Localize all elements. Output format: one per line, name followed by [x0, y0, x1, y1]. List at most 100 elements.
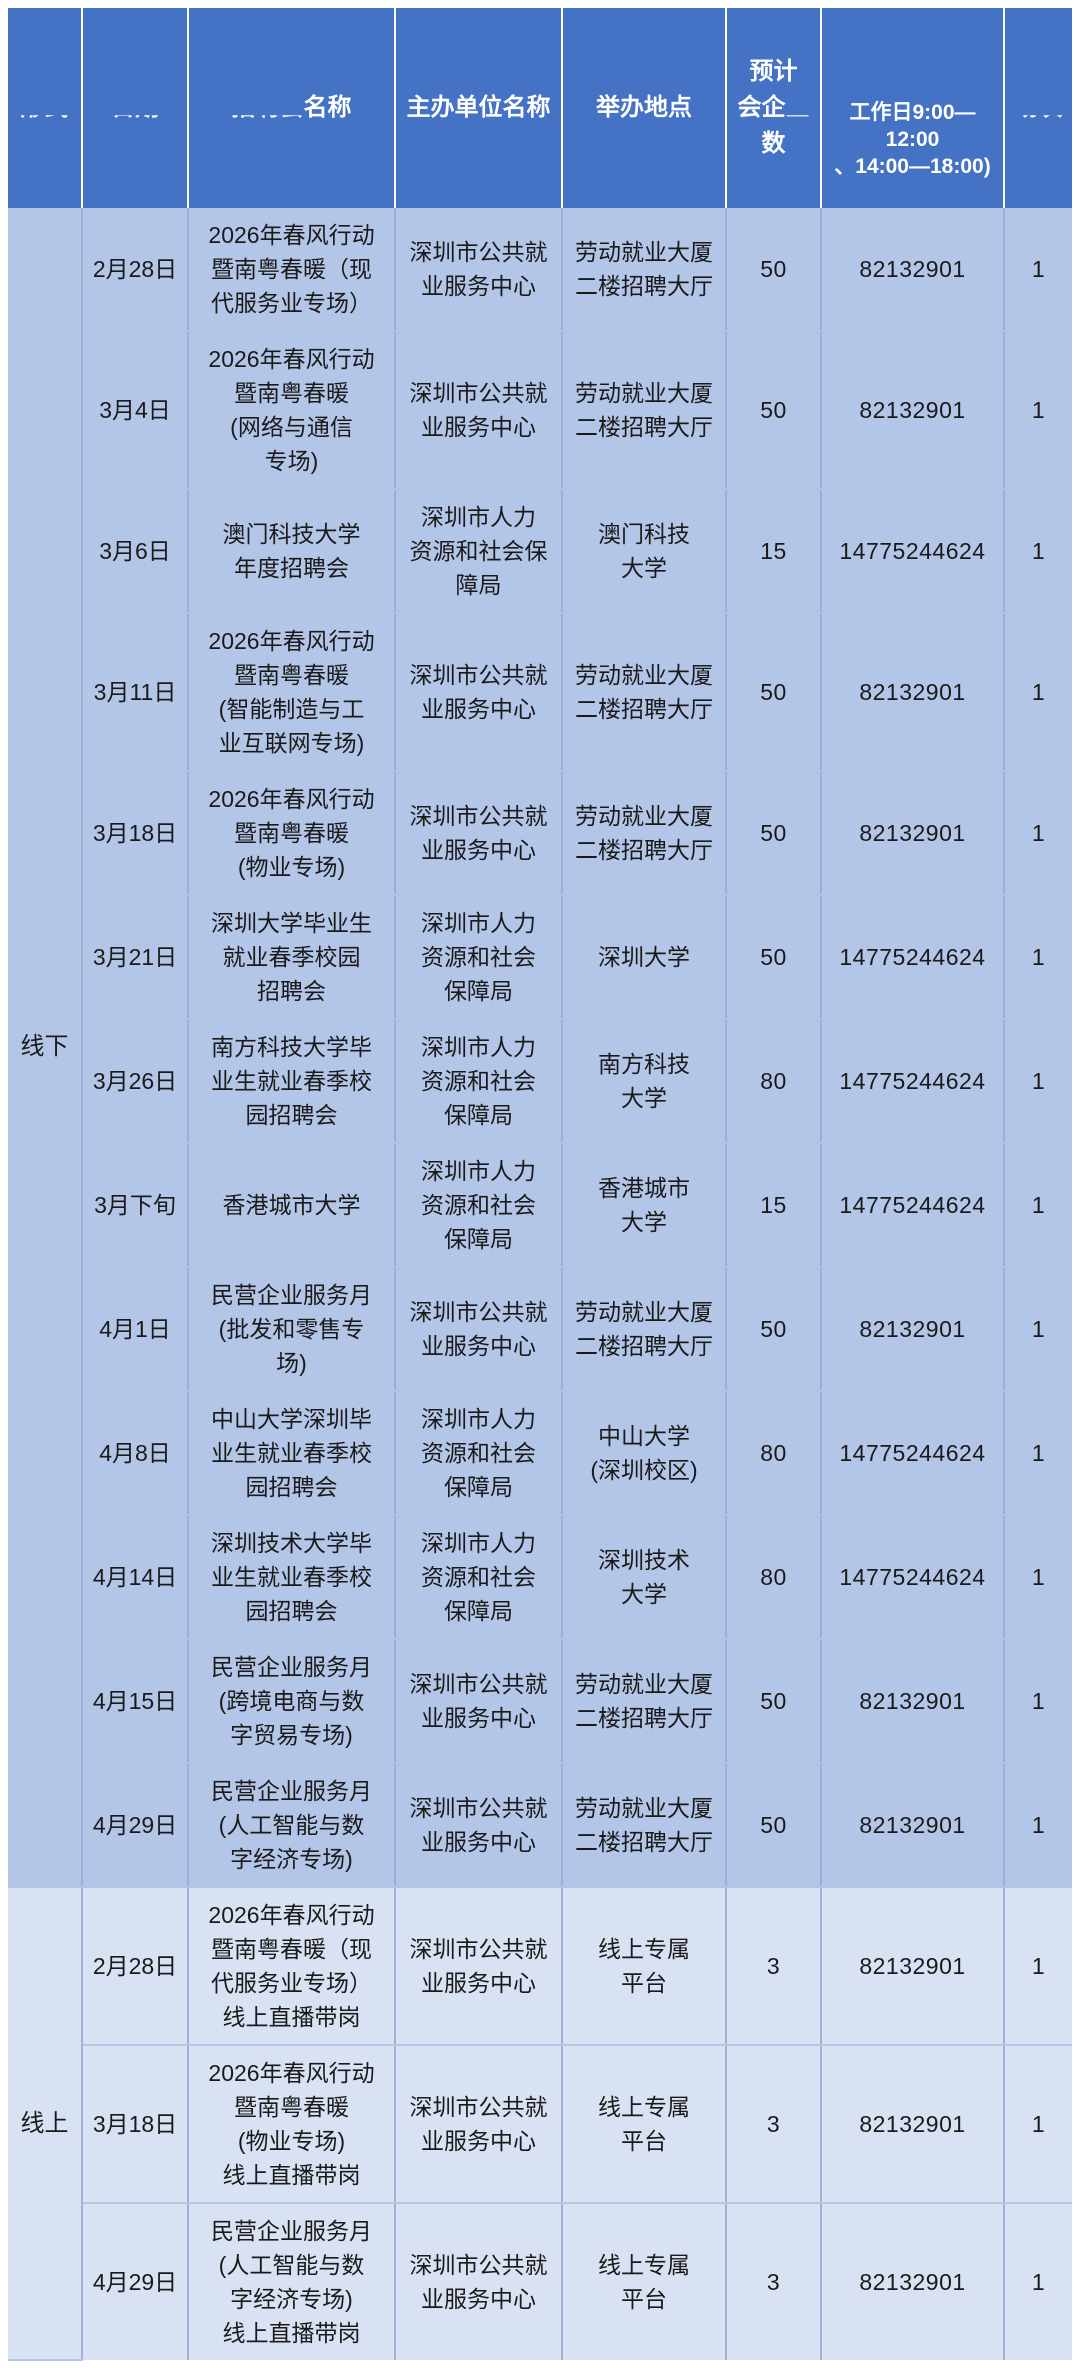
cell-sessions: 1: [1004, 1887, 1072, 2046]
cell-venue: 劳动就业大厦 二楼招聘大厅: [562, 331, 727, 490]
cell-phone: 14775244624: [821, 489, 1005, 614]
cell-fair-name: 民营企业服务月 (跨境电商与数 字贸易专场): [188, 1639, 396, 1764]
cell-expected-companies: 15: [726, 489, 822, 614]
header-sessions-label: 场次: [1014, 94, 1063, 121]
header-cell-venue: 举办地点: [562, 8, 727, 208]
cell-date: 3月6日: [82, 489, 189, 614]
cell-organizer: 深圳市公共就 业服务中心: [395, 208, 563, 332]
cell-organizer: 深圳市人力 资源和社会 保障局: [395, 1019, 563, 1144]
cell-fair-name: 2026年春风行动 暨南粤春暖 (物业专场) 线上直播带岗: [188, 2045, 396, 2204]
header-cell-phone: 工作日9:00—12:00 、14:00—18:00): [821, 8, 1005, 208]
table-row: 4月14日 深圳技术大学毕 业生就业春季校 园招聘会 深圳市人力 资源和社会 保障局…: [8, 1515, 1072, 1640]
cell-date: 4月14日: [82, 1515, 189, 1640]
cell-sessions: 1: [1004, 1143, 1072, 1268]
cell-date: 3月下旬: [82, 1143, 189, 1268]
table-row: 3月18日 2026年春风行动 暨南粤春暖 (物业专场) 深圳市公共就 业服务中心劳…: [8, 771, 1072, 896]
cell-sessions: 1: [1004, 1019, 1072, 1144]
cell-phone: 82132901: [821, 613, 1005, 772]
cell-sessions: 1: [1004, 1267, 1072, 1392]
cell-expected-companies: 80: [726, 1391, 822, 1516]
cell-date: 3月11日: [82, 613, 189, 772]
table-row: 3月26日 南方科技大学毕 业生就业春季校 园招聘会 深圳市人力 资源和社会 保障局…: [8, 1019, 1072, 1144]
cell-date: 3月21日: [82, 895, 189, 1020]
cell-sessions: 1: [1004, 1763, 1072, 1888]
cell-phone: 82132901: [821, 1639, 1005, 1764]
cell-expected-companies: 50: [726, 1763, 822, 1888]
header-organizer-label: 主办单位名称: [406, 94, 551, 121]
cell-date: 4月29日: [82, 2203, 189, 2360]
cell-fair-name: 中山大学深圳毕 业生就业春季校 园招聘会: [188, 1391, 396, 1516]
table-row: 3月18日 2026年春风行动 暨南粤春暖 (物业专场) 线上直播带岗 深圳市公共就…: [8, 2045, 1072, 2204]
cell-venue: 劳动就业大厦 二楼招聘大厅: [562, 1267, 727, 1392]
cell-expected-companies: 50: [726, 771, 822, 896]
table-row: 线下 2月28日 2026年春风行动 暨南粤春暖（现 代服务业专场） 深圳市公共就 业…: [8, 208, 1072, 1888]
cell-fair-name: 民营企业服务月 (批发和零售专 场): [188, 1267, 396, 1392]
cell-venue: 劳动就业大厦 二楼招聘大厅: [562, 613, 727, 772]
header-phone-line1: 工作日9:00—12:00: [849, 101, 976, 151]
cell-phone: 14775244624: [821, 1515, 1005, 1640]
cell-venue: 南方科技 大学: [562, 1019, 727, 1144]
header-cell-expected-companies: 预计 会企业 数: [726, 8, 822, 208]
cell-fair-name: 2026年春风行动 暨南粤春暖 (智能制造与工 业互联网专场): [188, 613, 396, 772]
cell-fair-name: 香港城市大学: [188, 1143, 396, 1268]
cell-fair-name: 南方科技大学毕 业生就业春季校 园招聘会: [188, 1019, 396, 1144]
cell-organizer: 深圳市公共就 业服务中心: [395, 1639, 563, 1764]
cell-organizer: 深圳市人力 资源和社会 保障局: [395, 895, 563, 1020]
cell-date: 2月28日: [82, 208, 189, 332]
form-group-cell: 线下: [8, 208, 83, 1888]
header-venue-label: 举办地点: [596, 94, 692, 121]
cell-date: 4月29日: [82, 1763, 189, 1888]
cell-venue: 线上专属 平台: [562, 1887, 727, 2046]
cell-expected-companies: 3: [726, 2203, 822, 2360]
cell-sessions: 1: [1004, 1515, 1072, 1640]
cell-sessions: 1: [1004, 895, 1072, 1020]
cell-venue: 澳门科技 大学: [562, 489, 727, 614]
cell-date: 4月15日: [82, 1639, 189, 1764]
cell-fair-name: 2026年春风行动 暨南粤春暖 (网络与通信 专场): [188, 331, 396, 490]
cell-sessions: 1: [1004, 331, 1072, 490]
cell-venue: 劳动就业大厦 二楼招聘大厅: [562, 771, 727, 896]
cell-expected-companies: 50: [726, 208, 822, 332]
cell-expected-companies: 50: [726, 331, 822, 490]
table-row: 3月4日 2026年春风行动 暨南粤春暖 (网络与通信 专场) 深圳市公共就 业服务…: [8, 331, 1072, 490]
cell-organizer: 深圳市公共就 业服务中心: [395, 331, 563, 490]
cell-organizer: 深圳市公共就 业服务中心: [395, 1887, 563, 2046]
table-row: 4月29日 民营企业服务月 (人工智能与数 字经济专场) 深圳市公共就 业服务中心劳…: [8, 1763, 1072, 1888]
cell-phone: 14775244624: [821, 1019, 1005, 1144]
cell-date: 2月28日: [82, 1887, 189, 2046]
header-cell-form: 形式: [8, 8, 83, 208]
cell-venue: 线上专属 平台: [562, 2045, 727, 2204]
header-cell-sessions: 场次: [1004, 8, 1072, 208]
header-cell-fair-name: 招聘会名称: [188, 8, 396, 208]
cell-organizer: 深圳市公共就 业服务中心: [395, 1763, 563, 1888]
cell-date: 4月1日: [82, 1267, 189, 1392]
header-row: 形式 日期 招聘会名称 主办单位名称 举办地点 预计 会企业 数 工作日9:00…: [8, 8, 1072, 208]
job-fair-schedule-table: 形式 日期 招聘会名称 主办单位名称 举办地点 预计 会企业 数 工作日9:00…: [8, 8, 1072, 2361]
cell-organizer: 深圳市公共就 业服务中心: [395, 2203, 563, 2360]
table-row: 3月6日 澳门科技大学 年度招聘会 深圳市人力 资源和社会保 障局 澳门科技 大学 15…: [8, 489, 1072, 614]
cell-fair-name: 民营企业服务月 (人工智能与数 字经济专场) 线上直播带岗: [188, 2203, 396, 2360]
cell-fair-name: 2026年春风行动 暨南粤春暖（现 代服务业专场） 线上直播带岗: [188, 1887, 396, 2046]
table-header: 形式 日期 招聘会名称 主办单位名称 举办地点 预计 会企业 数 工作日9:00…: [8, 8, 1072, 208]
cell-phone: 82132901: [821, 1267, 1005, 1392]
table-body: 线下 2月28日 2026年春风行动 暨南粤春暖（现 代服务业专场） 深圳市公共就 业…: [8, 208, 1072, 2361]
cell-date: 3月18日: [82, 771, 189, 896]
cell-date: 3月4日: [82, 331, 189, 490]
cell-phone: 14775244624: [821, 1391, 1005, 1516]
cell-venue: 劳动就业大厦 二楼招聘大厅: [562, 208, 727, 332]
cell-venue: 劳动就业大厦 二楼招聘大厅: [562, 1763, 727, 1888]
cell-phone: 82132901: [821, 2203, 1005, 2360]
header-form-label: 形式: [20, 94, 69, 121]
cell-expected-companies: 80: [726, 1019, 822, 1144]
header-expected-line2: 会企业: [737, 94, 810, 121]
cell-fair-name: 深圳技术大学毕 业生就业春季校 园招聘会: [188, 1515, 396, 1640]
cell-phone: 82132901: [821, 331, 1005, 490]
cell-phone: 14775244624: [821, 1143, 1005, 1268]
cell-organizer: 深圳市人力 资源和社会 保障局: [395, 1391, 563, 1516]
cell-expected-companies: 3: [726, 1887, 822, 2046]
header-expected-line1: 预计: [749, 58, 798, 85]
header-fair-name-label: 名称: [303, 94, 352, 121]
cell-organizer: 深圳市公共就 业服务中心: [395, 2045, 563, 2204]
cell-phone: 82132901: [821, 208, 1005, 332]
cell-fair-name: 澳门科技大学 年度招聘会: [188, 489, 396, 614]
